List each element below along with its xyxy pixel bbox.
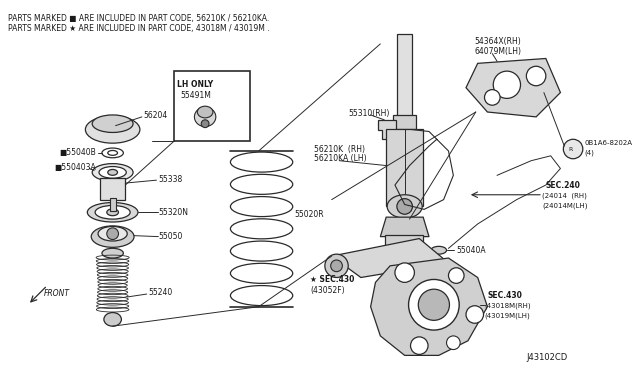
Circle shape bbox=[466, 306, 484, 323]
Circle shape bbox=[526, 66, 546, 86]
Text: J43102CD: J43102CD bbox=[526, 353, 568, 362]
Ellipse shape bbox=[99, 167, 126, 178]
Ellipse shape bbox=[85, 116, 140, 143]
Polygon shape bbox=[466, 58, 561, 117]
Text: 0B1A6-8202A: 0B1A6-8202A bbox=[585, 140, 633, 146]
Circle shape bbox=[447, 336, 460, 350]
Text: 56204: 56204 bbox=[144, 111, 168, 121]
Text: 55050: 55050 bbox=[158, 232, 183, 241]
Circle shape bbox=[408, 279, 459, 330]
Text: 56210K  (RH): 56210K (RH) bbox=[314, 144, 365, 154]
Bar bbox=[386, 129, 423, 206]
Bar bbox=[100, 178, 125, 200]
Bar bbox=[109, 198, 116, 211]
Circle shape bbox=[107, 228, 118, 240]
Circle shape bbox=[410, 337, 428, 355]
Ellipse shape bbox=[195, 107, 216, 126]
Text: 54364X(RH): 54364X(RH) bbox=[475, 38, 522, 46]
Text: (24014  (RH): (24014 (RH) bbox=[542, 192, 587, 199]
Text: R: R bbox=[568, 147, 572, 151]
Circle shape bbox=[397, 199, 412, 214]
Circle shape bbox=[493, 71, 520, 98]
Circle shape bbox=[325, 254, 348, 278]
Polygon shape bbox=[332, 238, 449, 278]
Ellipse shape bbox=[431, 246, 447, 254]
Polygon shape bbox=[385, 235, 423, 253]
Text: 55020R: 55020R bbox=[294, 210, 324, 219]
Circle shape bbox=[449, 268, 464, 283]
Ellipse shape bbox=[92, 164, 133, 181]
Text: 56210KA (LH): 56210KA (LH) bbox=[314, 154, 367, 163]
Text: (24014M(LH): (24014M(LH) bbox=[542, 202, 588, 209]
Bar bbox=[393, 115, 417, 129]
Ellipse shape bbox=[107, 209, 118, 216]
Ellipse shape bbox=[92, 115, 133, 132]
Text: ■55040B: ■55040B bbox=[59, 148, 96, 157]
Circle shape bbox=[419, 289, 449, 320]
Text: PARTS MARKED ★ ARE INCLUDED IN PART CODE, 43018M / 43019M .: PARTS MARKED ★ ARE INCLUDED IN PART CODE… bbox=[8, 24, 270, 33]
Ellipse shape bbox=[387, 195, 422, 218]
Text: (43019M(LH): (43019M(LH) bbox=[484, 312, 531, 319]
Ellipse shape bbox=[98, 227, 127, 241]
Text: 55338: 55338 bbox=[158, 175, 182, 184]
Circle shape bbox=[484, 90, 500, 105]
Text: 64079M(LH): 64079M(LH) bbox=[475, 47, 522, 56]
Polygon shape bbox=[378, 120, 396, 139]
Text: ■550403A: ■550403A bbox=[54, 163, 96, 172]
Ellipse shape bbox=[102, 248, 124, 258]
Ellipse shape bbox=[108, 170, 118, 175]
Text: PARTS MARKED ■ ARE INCLUDED IN PART CODE, 56210K / 56210KA.: PARTS MARKED ■ ARE INCLUDED IN PART CODE… bbox=[8, 14, 269, 23]
Polygon shape bbox=[380, 217, 429, 237]
Circle shape bbox=[201, 120, 209, 128]
Text: 55320N: 55320N bbox=[158, 208, 188, 217]
Circle shape bbox=[395, 263, 415, 282]
Text: ★ SEC.430: ★ SEC.430 bbox=[310, 275, 355, 284]
Text: SEC.430: SEC.430 bbox=[488, 291, 522, 299]
Bar bbox=[174, 71, 250, 141]
Polygon shape bbox=[371, 258, 488, 355]
Text: (43018M(RH): (43018M(RH) bbox=[484, 302, 531, 309]
Circle shape bbox=[331, 260, 342, 272]
Text: 55040A: 55040A bbox=[456, 246, 486, 255]
Text: LH ONLY: LH ONLY bbox=[177, 80, 214, 89]
Ellipse shape bbox=[197, 106, 213, 118]
Ellipse shape bbox=[104, 312, 122, 326]
Circle shape bbox=[563, 139, 583, 159]
Ellipse shape bbox=[92, 226, 134, 247]
Text: (4): (4) bbox=[585, 150, 595, 156]
Text: (43052F): (43052F) bbox=[310, 286, 345, 295]
Text: 55310(RH): 55310(RH) bbox=[348, 109, 390, 118]
Text: SEC.240: SEC.240 bbox=[546, 180, 580, 189]
Ellipse shape bbox=[87, 202, 138, 222]
Text: 55491M: 55491M bbox=[180, 91, 211, 100]
Text: FRONT: FRONT bbox=[44, 289, 70, 298]
Text: 55240: 55240 bbox=[148, 288, 173, 296]
Ellipse shape bbox=[95, 205, 130, 219]
Bar bbox=[397, 34, 412, 117]
